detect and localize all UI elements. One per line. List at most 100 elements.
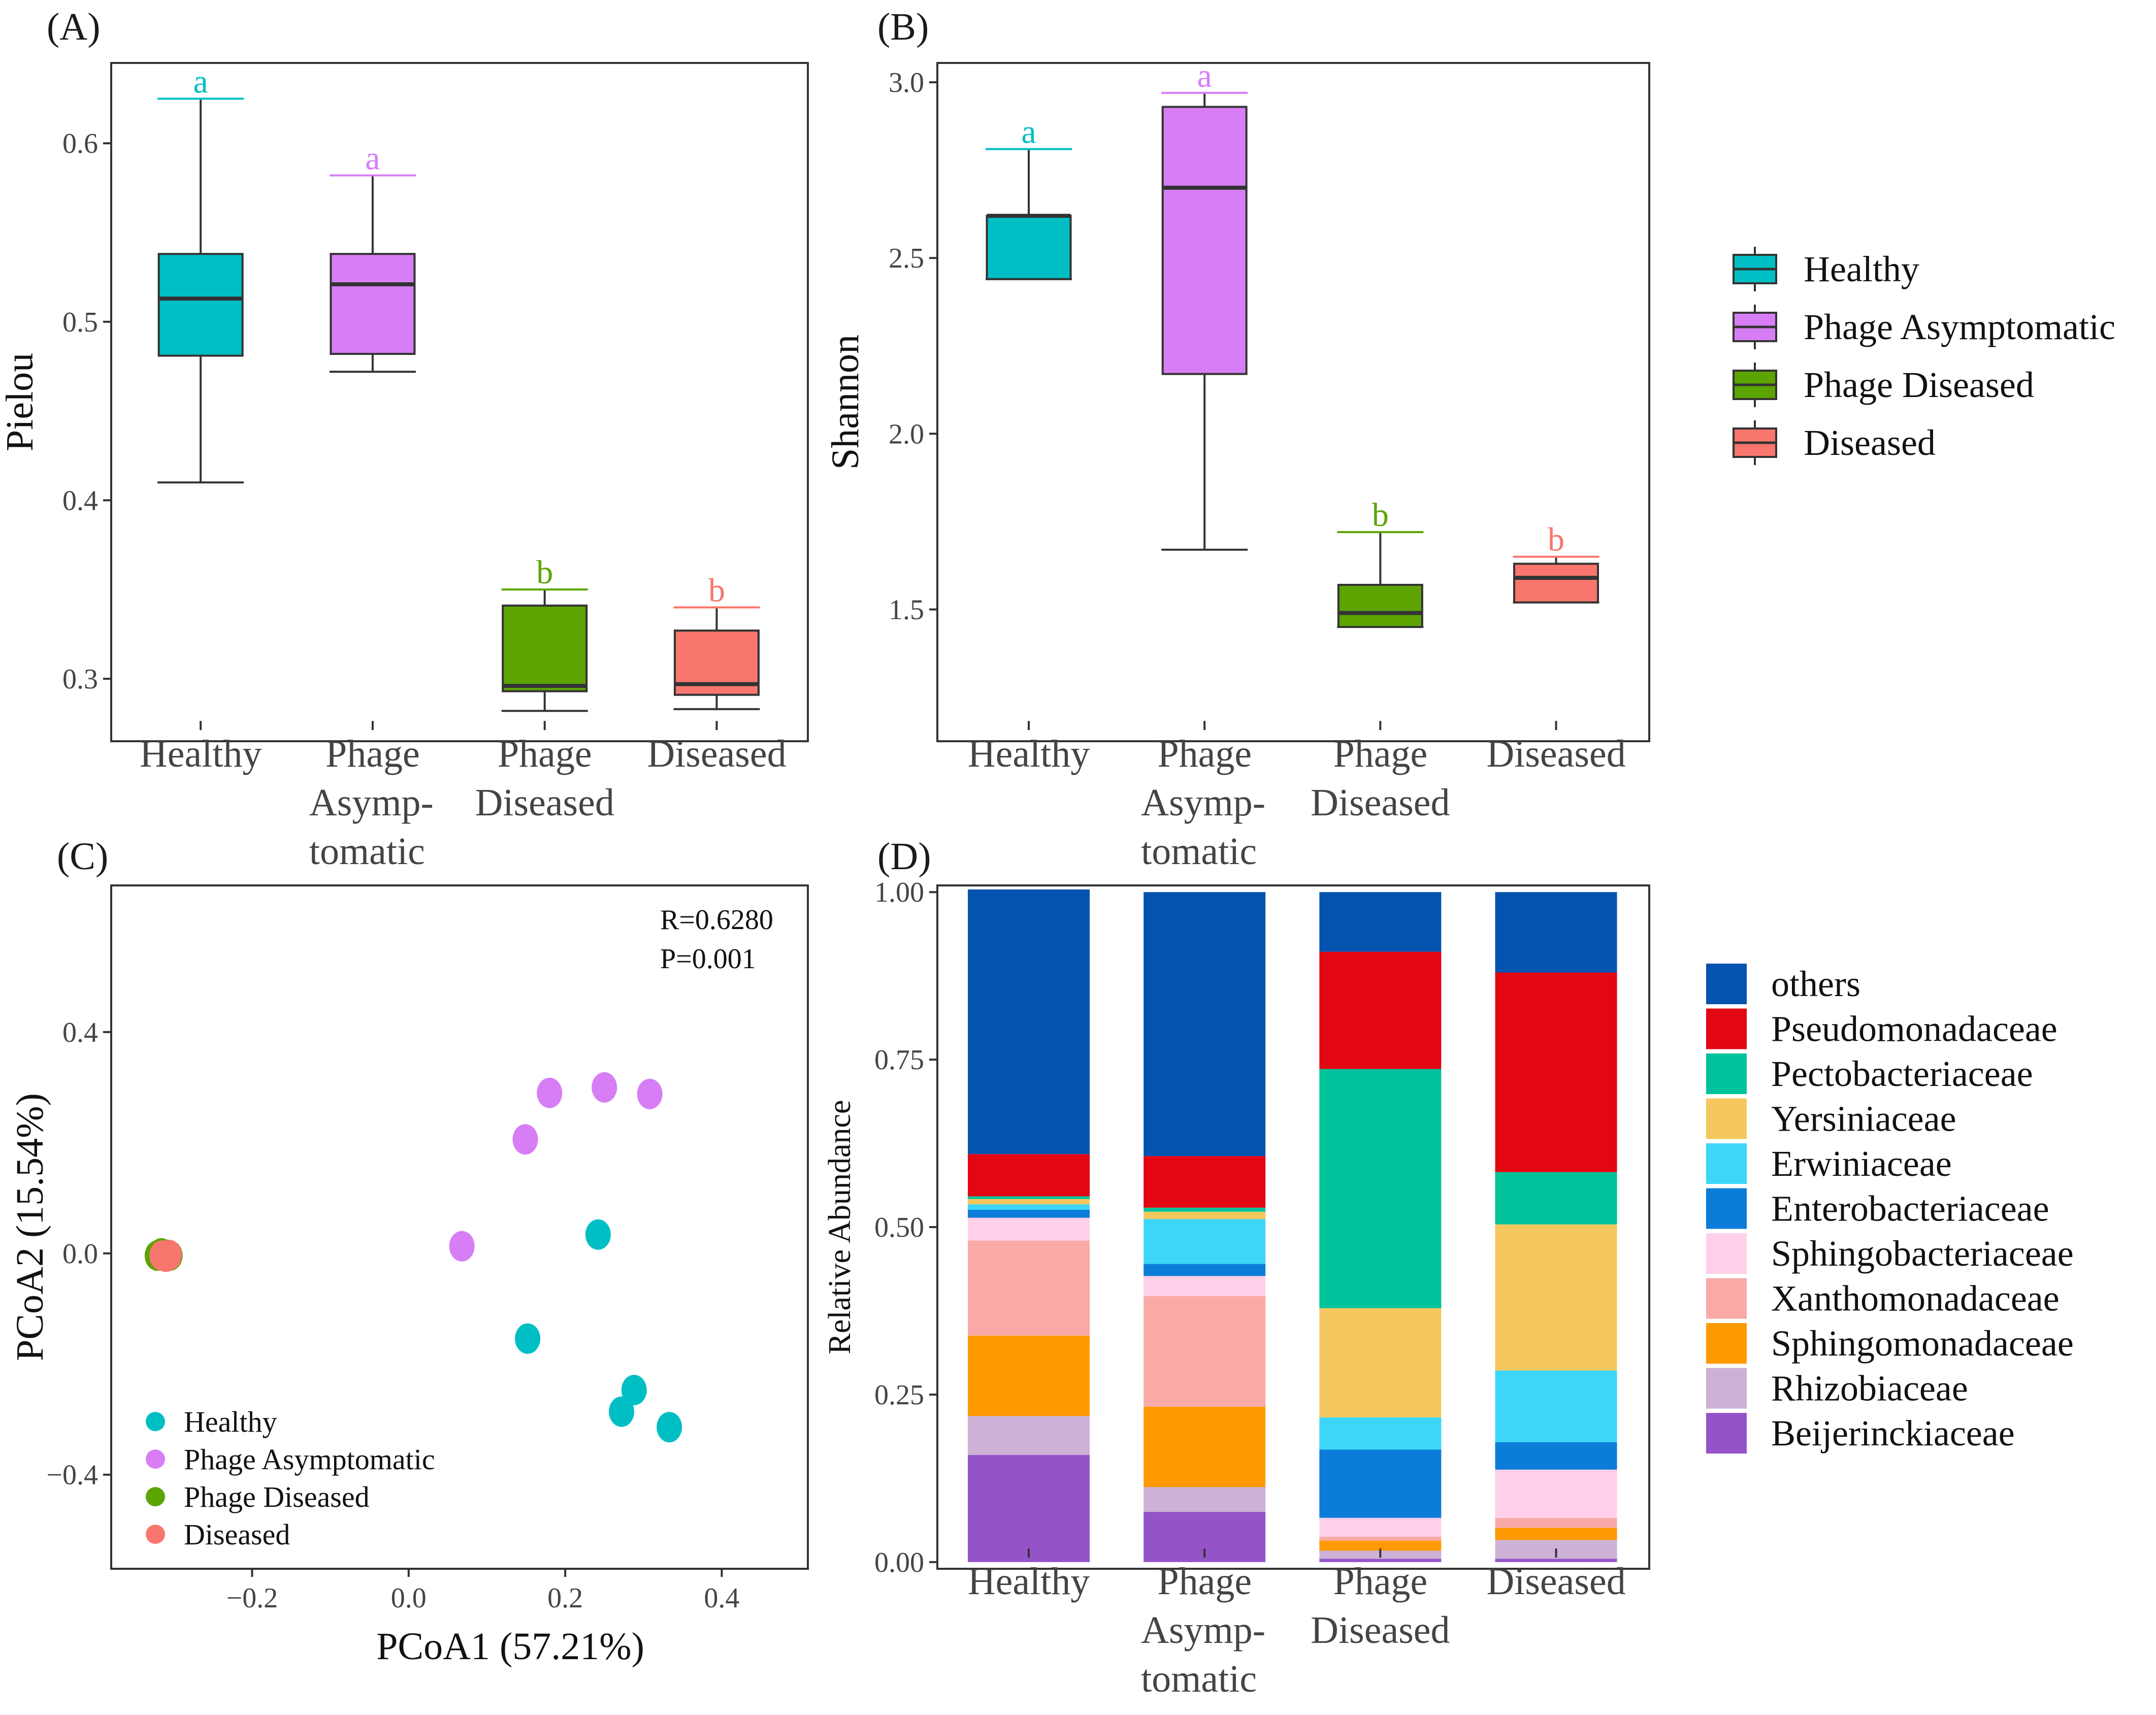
panel-a-plot-frame	[110, 62, 809, 742]
panel-c-x-tick-label: 0.4	[704, 1582, 739, 1614]
panel-c-legend-key-healthy	[146, 1412, 165, 1431]
panel-b-box-diseased	[1513, 563, 1599, 604]
panel-b-tag: (B)	[877, 6, 929, 48]
panel-d-bar-segment-pseudomonadaceae	[1319, 951, 1442, 1069]
panel-d-bar-segment-pseudomonadaceae	[968, 1154, 1090, 1197]
legend-label-diseased: Diseased	[1804, 422, 1936, 463]
panel-c-legend-label-diseased: Diseased	[184, 1518, 290, 1551]
panel-d-bar-segment-erwiniaceae	[1144, 1219, 1266, 1264]
panel-d-bar-segment-others	[1144, 892, 1266, 1157]
legend-label-pseudomonadaceae: Pseudomonadaceae	[1771, 1009, 2057, 1049]
panel-c-legend-label-healthy: Healthy	[184, 1405, 277, 1438]
panel-a-significance-letter-diseased: b	[708, 572, 725, 609]
panel-c-pcoa-scatter: −0.4 0.0 0.4 −0.2 0.0 0.2 0.4 R=0.6280 P=0.001 He…	[9, 884, 809, 1668]
panel-b-y-tick-label: 2.0	[889, 418, 924, 450]
panel-a-x-category-label: Diseased	[475, 781, 614, 824]
panel-d-bar-segment-beijerinckiaceae	[968, 1455, 1090, 1562]
legend-key-sphingomonadaceae	[1706, 1323, 1747, 1364]
panel-d-bar-segment-sphingomonadaceae	[1495, 1528, 1617, 1540]
panel-d-bar-segment-xanthomonadaceae	[1495, 1518, 1617, 1528]
panel-d-bar-segment-sphingobacteriaceae	[1495, 1469, 1617, 1518]
panel-a-tag: (A)	[47, 6, 101, 48]
panel-d-bar-segment-rhizobiaceae	[968, 1416, 1090, 1455]
panel-d-bar-segment-yersiniaceae	[968, 1199, 1090, 1205]
panel-d-bar-segment-sphingobacteriaceae	[1144, 1276, 1266, 1296]
legend-key-beijerinckiaceae	[1706, 1413, 1747, 1454]
panel-c-point-diseased	[156, 1240, 182, 1271]
panel-a-x-category-label: Phage	[325, 733, 420, 775]
panel-c-plot-frame	[110, 884, 809, 1570]
panel-d-bar-segment-enterobacteriaceae	[968, 1209, 1090, 1218]
panel-d-bar-segment-yersiniaceae	[1319, 1308, 1442, 1417]
panel-a-y-tick-label: 0.6	[62, 128, 98, 159]
panel-c-annotation: R=0.6280	[660, 904, 773, 936]
panel-c-x-tick-label: 0.0	[391, 1582, 427, 1614]
panel-d-x-category-label: tomatic	[1141, 1658, 1257, 1700]
panel-c-point-healthy	[621, 1374, 647, 1405]
panel-d-bar-segment-pseudomonadaceae	[1144, 1156, 1266, 1208]
panel-d-bar-segment-others	[968, 889, 1090, 1155]
legend-key-pectobacteriaceae	[1706, 1053, 1747, 1094]
panel-b-x-category-label: Phage	[1333, 733, 1427, 775]
panel-d-bar-segment-enterobacteriaceae	[1144, 1264, 1266, 1276]
panel-d-bar-segment-others	[1495, 892, 1617, 973]
panel-d-bar-segment-pectobacteriaceae	[1319, 1069, 1442, 1308]
panel-b-x-category-label: Diseased	[1311, 781, 1450, 824]
legend-label-erwiniaceae: Erwiniaceae	[1771, 1143, 1952, 1184]
panel-d-x-category-label: Diseased	[1486, 1560, 1625, 1603]
panel-a-box-phage-diseased	[502, 604, 588, 692]
legend-label-sphingomonadaceae: Sphingomonadaceae	[1771, 1323, 2074, 1364]
panel-b-x-category-label: tomatic	[1141, 830, 1257, 873]
legend-key-yersiniaceae	[1706, 1098, 1747, 1139]
panel-a-y-axis-title: Pielou	[0, 353, 41, 451]
panel-c-tag: (C)	[57, 835, 108, 878]
legend-key-enterobacteriaceae	[1706, 1188, 1747, 1229]
legend-key-erwiniaceae	[1706, 1143, 1747, 1184]
panel-d-y-tick-label: 1.00	[874, 877, 924, 908]
panel-b-x-category-label: Healthy	[968, 733, 1090, 775]
panel-d-y-axis-title: Relative Abundance	[823, 1100, 857, 1355]
panel-d-x-category-label: Diseased	[1311, 1609, 1450, 1652]
panel-a-x-category-label: Asymp-	[309, 781, 434, 824]
panel-b-y-tick-label: 2.5	[889, 243, 924, 274]
panel-d-bar-segment-beijerinckiaceae	[1319, 1559, 1442, 1562]
panel-d-bar-segment-xanthomonadaceae	[1144, 1296, 1266, 1407]
panel-a-box-phage-asymptomatic	[330, 253, 416, 355]
panel-c-y-axis-title: PCoA2 (15.54%)	[9, 1093, 51, 1361]
panel-d-y-tick-label: 0.50	[874, 1212, 924, 1243]
legend-label-xanthomonadaceae: Xanthomonadaceae	[1771, 1278, 2060, 1319]
panel-c-point-phage-asymptomatic	[449, 1231, 475, 1262]
panel-c-y-tick-label: −0.4	[46, 1460, 98, 1491]
panel-c-point-healthy	[585, 1219, 611, 1250]
panel-c-point-phage-asymptomatic	[592, 1072, 617, 1103]
panel-d-bar-segment-erwiniaceae	[1319, 1417, 1442, 1450]
panel-c-point-phage-asymptomatic	[637, 1078, 663, 1109]
legend-label-sphingobacteriaceae: Sphingobacteriaceae	[1771, 1233, 2074, 1274]
panel-b-shannon-boxplot: 1.5 2.0 2.5 3.0 a a b b Healthy Phage Asymp-tomati…	[824, 57, 1650, 873]
legend-label-pectobacteriaceae: Pectobacteriaceae	[1771, 1053, 2033, 1094]
panel-d-bar-segment-yersiniaceae	[1144, 1211, 1266, 1219]
panel-b-y-axis-title: Shannon	[824, 335, 867, 470]
panel-c-legend-key-phage-asymptomatic	[146, 1449, 165, 1469]
legend-key-pseudomonadaceae	[1706, 1008, 1747, 1049]
panel-c-legend-key-phage-diseased	[146, 1487, 165, 1506]
legend-key-xanthomonadaceae	[1706, 1278, 1747, 1319]
panel-d-bar-segment-xanthomonadaceae	[968, 1240, 1090, 1336]
panel-d-bar-segment-pseudomonadaceae	[1495, 972, 1617, 1172]
panel-d-abundance-bars: 0.00 0.25 0.50 0.75 1.00 Healthy Phage Asymp-to…	[823, 877, 1650, 1700]
panel-d-bar-segment-sphingomonadaceae	[968, 1335, 1090, 1416]
legend-key-rhizobiaceae	[1706, 1368, 1747, 1409]
panel-b-y-tick-label: 3.0	[889, 67, 924, 98]
panel-b-box-healthy	[986, 215, 1072, 280]
legend-label-phage-asymptomatic: Phage Asymptomatic	[1804, 307, 2115, 347]
panel-d-bar-segment-beijerinckiaceae	[1495, 1559, 1617, 1562]
panel-d-bar-segment-sphingomonadaceae	[1319, 1540, 1442, 1551]
panel-a-y-tick-label: 0.5	[62, 307, 98, 338]
panel-d-bar-segment-sphingobacteriaceae	[968, 1217, 1090, 1241]
panel-b-significance-letter-phage-diseased: b	[1372, 497, 1389, 534]
panel-c-point-healthy	[609, 1396, 635, 1427]
legend-label-healthy: Healthy	[1804, 249, 1919, 289]
panel-a-box-healthy	[157, 253, 244, 357]
panel-d-tag: (D)	[877, 835, 931, 878]
panel-d-bar-segment-pectobacteriaceae	[1144, 1207, 1266, 1212]
